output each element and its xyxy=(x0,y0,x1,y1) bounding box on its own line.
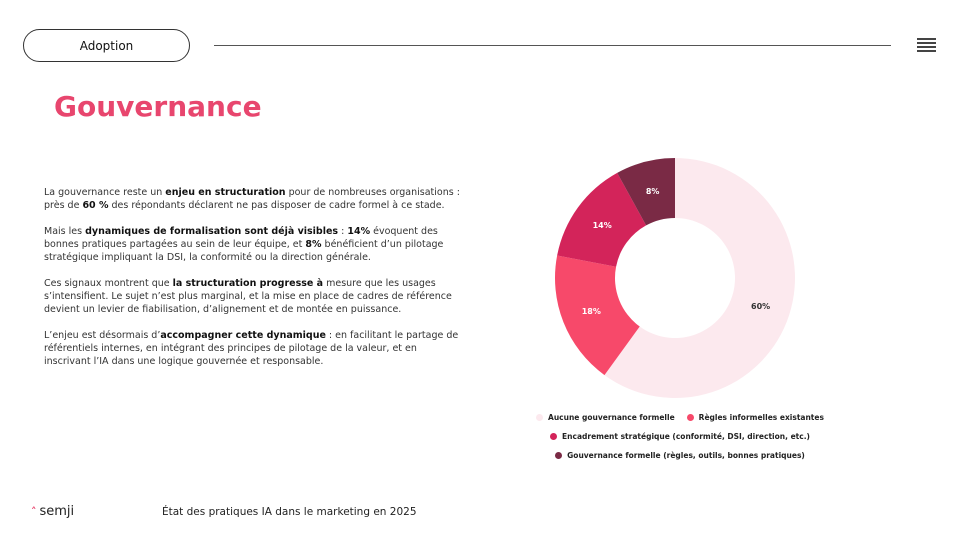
legend-swatch xyxy=(555,452,563,459)
logo-mark-icon: ˄ xyxy=(31,505,37,518)
legend-swatch xyxy=(550,433,558,440)
paragraph-1: La gouvernance reste un enjeu en structu… xyxy=(44,187,460,211)
body-text: La gouvernance reste un enjeu en structu… xyxy=(44,186,464,381)
donut-slice xyxy=(555,255,640,376)
donut-slice xyxy=(617,158,675,226)
legend-item: Aucune gouvernance formelle xyxy=(536,413,675,422)
legend-swatch xyxy=(536,414,544,421)
chart-legend: Aucune gouvernance formelle Règles infor… xyxy=(520,408,840,465)
paragraph-2: Mais les dynamiques de formalisation son… xyxy=(44,226,444,263)
hamburger-menu-icon[interactable] xyxy=(917,38,936,55)
slice-value-label: 8% xyxy=(646,187,660,196)
section-tag[interactable]: Adoption xyxy=(23,29,190,62)
legend-swatch xyxy=(686,414,694,421)
legend-item: Gouvernance formelle (règles, outils, bo… xyxy=(555,451,805,460)
donut-slice xyxy=(557,172,647,267)
header-divider xyxy=(214,45,891,46)
paragraph-4: L’enjeu est désormais d’accompagner cett… xyxy=(44,330,459,367)
donut-slice xyxy=(604,158,795,398)
legend-item: Encadrement stratégique (conformité, DSI… xyxy=(550,432,810,441)
footer-caption: État des pratiques IA dans le marketing … xyxy=(162,506,417,518)
slice-value-label: 14% xyxy=(593,221,612,230)
governance-donut-chart: 60% 18% 14% 8% xyxy=(555,158,795,398)
semji-logo: ˄ semji xyxy=(31,504,75,519)
slice-value-label: 18% xyxy=(582,307,601,316)
page-title: Gouvernance xyxy=(54,90,262,123)
paragraph-3: Ces signaux montrent que la structuratio… xyxy=(44,278,452,315)
slice-value-label: 60% xyxy=(751,302,770,311)
legend-item: Règles informelles existantes xyxy=(686,413,824,422)
